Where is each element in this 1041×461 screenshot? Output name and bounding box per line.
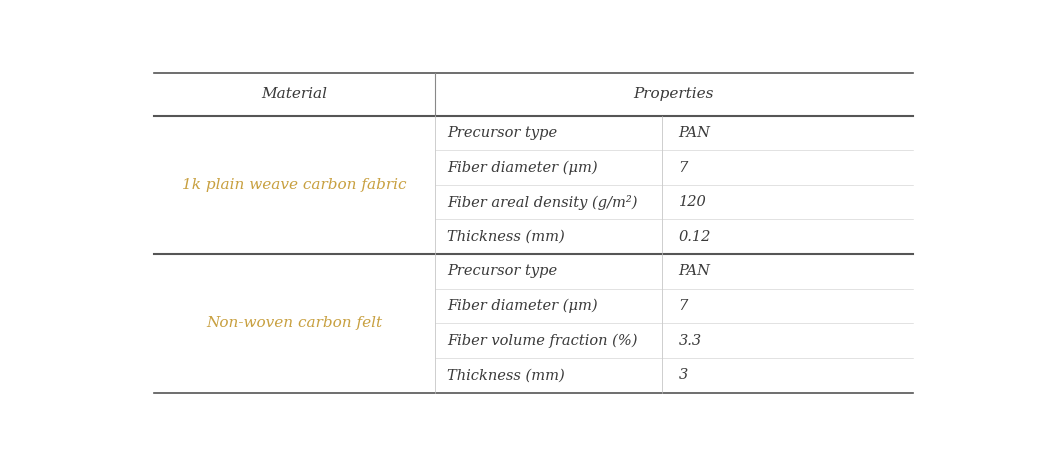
Text: Material: Material xyxy=(261,88,328,101)
Text: 7: 7 xyxy=(679,299,688,313)
Text: PAN: PAN xyxy=(679,126,710,140)
Text: 7: 7 xyxy=(679,160,688,175)
Text: 1k plain weave carbon fabric: 1k plain weave carbon fabric xyxy=(182,178,407,192)
Text: Thickness (mm): Thickness (mm) xyxy=(447,368,565,382)
Text: Fiber diameter (μm): Fiber diameter (μm) xyxy=(447,160,598,175)
Text: Fiber diameter (μm): Fiber diameter (μm) xyxy=(447,299,598,313)
Text: Fiber areal density (g/m²): Fiber areal density (g/m²) xyxy=(447,195,637,210)
Text: 3: 3 xyxy=(679,368,688,382)
Text: Fiber volume fraction (%): Fiber volume fraction (%) xyxy=(447,333,637,348)
Text: Precursor type: Precursor type xyxy=(447,265,557,278)
Text: Properties: Properties xyxy=(634,88,714,101)
Text: PAN: PAN xyxy=(679,265,710,278)
Text: 3.3: 3.3 xyxy=(679,334,702,348)
Text: 120: 120 xyxy=(679,195,707,209)
Text: 0.12: 0.12 xyxy=(679,230,711,244)
Text: Precursor type: Precursor type xyxy=(447,126,557,140)
Text: Thickness (mm): Thickness (mm) xyxy=(447,230,565,244)
Text: Non-woven carbon felt: Non-woven carbon felt xyxy=(206,316,383,331)
